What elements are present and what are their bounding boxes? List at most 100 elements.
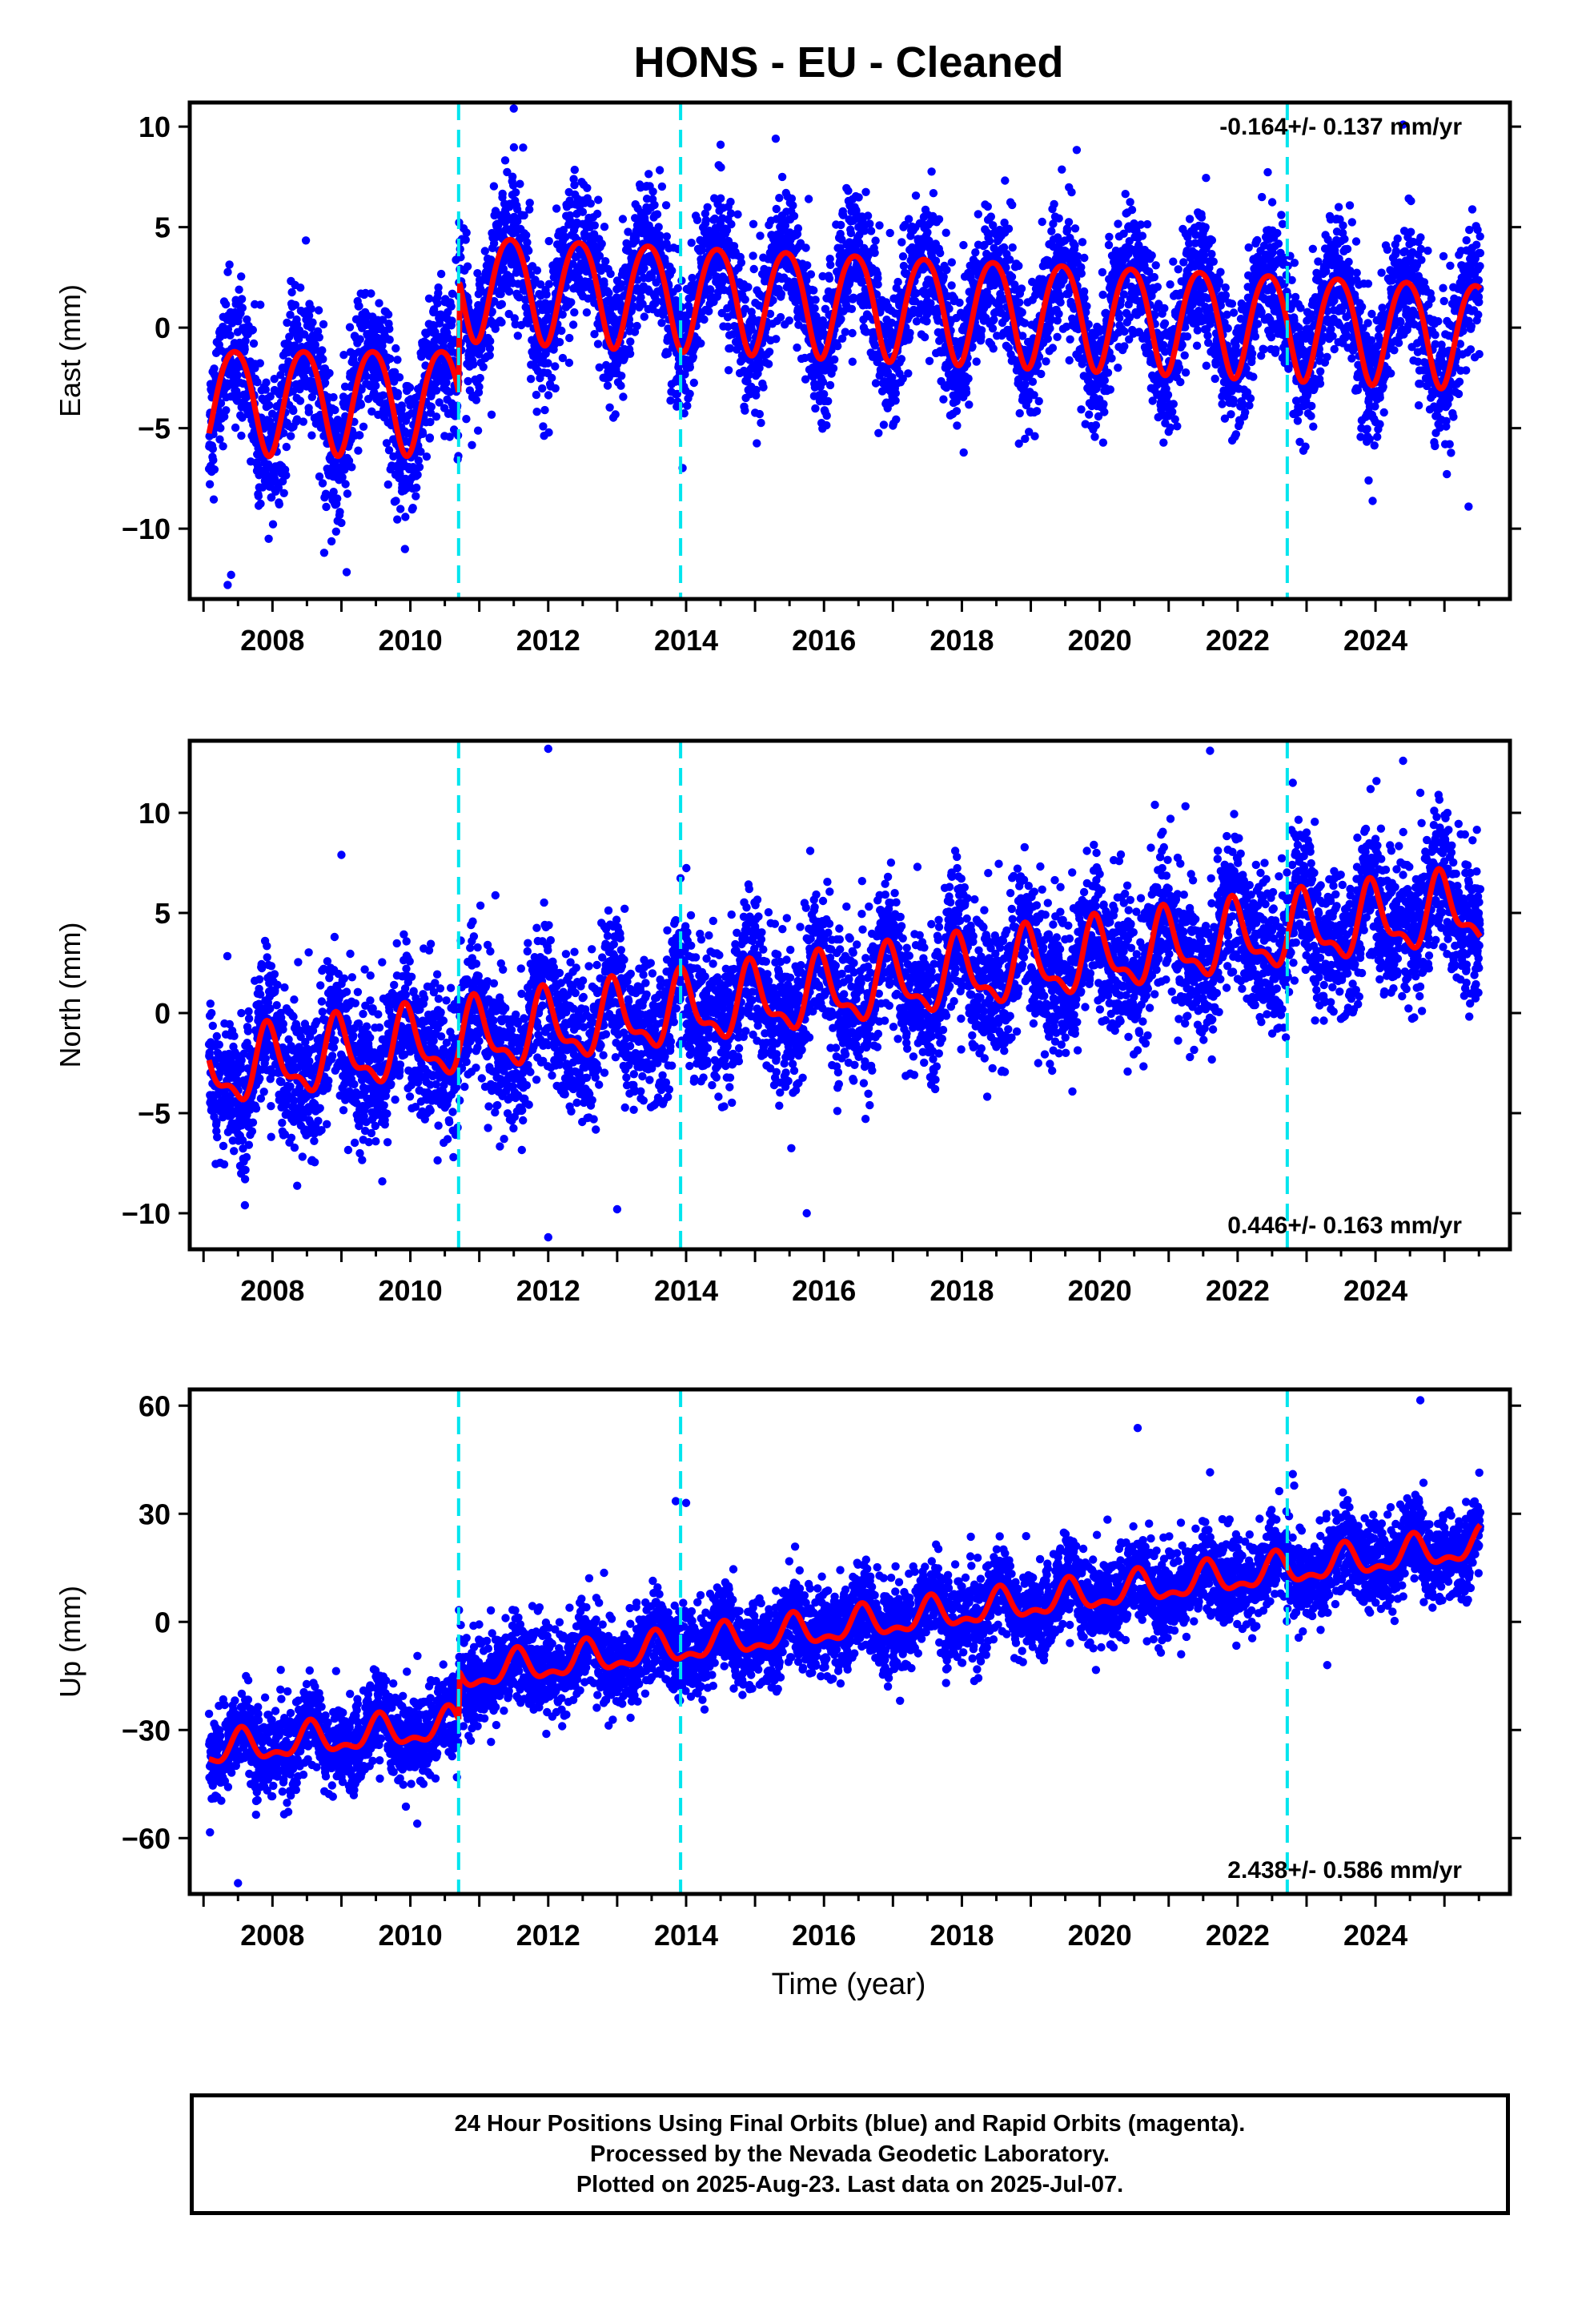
data-point [295,396,305,405]
data-point [775,194,784,203]
data-point [936,248,945,258]
data-point [261,385,270,394]
data-point [654,223,663,231]
data-point [216,399,226,408]
data-point [448,316,456,325]
data-point [468,440,476,449]
data-point [383,310,393,319]
data-point [927,167,936,176]
data-point [1215,277,1224,286]
data-point [632,321,641,331]
data-point [509,143,519,152]
data-point [222,406,231,415]
data-point [741,295,749,304]
data-point [254,492,263,501]
data-point [744,283,753,292]
data-point [331,527,340,536]
data-point [810,304,819,313]
data-point [220,412,229,421]
data-point [539,422,548,431]
data-point [393,356,402,364]
data-point [1176,377,1185,387]
data-point [1209,257,1219,266]
data-point [875,221,884,230]
data-point [296,283,305,292]
data-point [282,471,291,480]
data-point [972,357,981,366]
data-point [1105,232,1114,241]
data-point [342,568,351,577]
data-point [308,318,317,327]
data-point [1163,390,1173,400]
data-point [532,408,541,416]
data-point [233,371,242,380]
data-point [1070,224,1080,233]
data-point [255,359,264,368]
data-point [347,463,356,472]
data-point [544,279,554,288]
data-point [223,267,232,276]
data-point [341,480,350,489]
data-point [1197,213,1207,222]
data-point [1127,205,1137,215]
data-point [847,304,857,313]
data-point [1160,319,1170,328]
data-point [939,395,948,404]
data-point [955,298,964,308]
data-point [1077,269,1086,278]
data-point [811,404,820,413]
data-point [829,364,838,373]
data-point [385,336,394,344]
data-point [315,333,323,342]
data-point [776,312,785,322]
data-point [1202,174,1211,183]
data-point [500,156,510,165]
data-point [489,182,499,191]
data-point [240,344,249,354]
data-point [983,202,993,211]
data-point [904,215,913,223]
data-point [942,265,951,275]
data-point [756,231,765,240]
data-point [1082,302,1091,311]
data-point [307,304,315,313]
data-point [243,315,251,324]
data-point [393,515,402,524]
data-point [567,298,576,307]
data-point [962,388,971,397]
data-point [472,396,481,404]
data-point [666,396,675,405]
data-point [1065,356,1074,365]
data-point [604,288,613,298]
data-point [866,227,876,235]
data-point [337,518,346,528]
data-point [226,331,235,340]
data-point [803,261,812,270]
data-point [1099,400,1108,408]
data-point [329,392,338,402]
data-point [1008,243,1017,252]
data-point [1120,342,1129,351]
data-point [1100,376,1110,385]
data-point [237,431,246,440]
data-point [469,360,478,369]
chart-title: HONS - EU - Cleaned [633,38,1063,86]
data-point [343,489,352,498]
data-point [532,266,542,275]
data-point [582,308,592,317]
data-point [929,189,938,198]
data-point [464,376,472,386]
data-point [355,335,364,344]
data-point [818,377,828,387]
data-point [897,238,906,247]
data-point [335,508,344,517]
data-point [701,215,711,225]
data-point [891,388,901,398]
data-point [947,281,956,290]
data-point [650,200,659,210]
data-point [558,310,567,319]
data-point [923,228,932,237]
data-point [1032,407,1042,416]
data-point [289,406,298,416]
data-point [498,189,507,199]
